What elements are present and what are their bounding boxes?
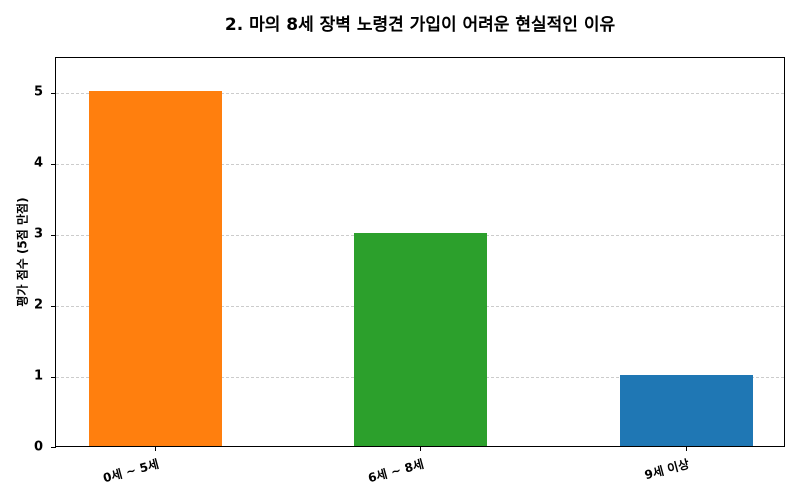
- bar-9-plus: [620, 375, 753, 446]
- y-tick-label: 5: [33, 84, 43, 100]
- chart-title: 2. 마의 8세 장벽 노령견 가입이 어려운 현실적인 이유: [224, 15, 616, 35]
- y-tick-mark: [51, 235, 56, 236]
- x-tick-label: 0세 ~ 5세: [101, 456, 161, 486]
- gridline-5: [56, 93, 784, 94]
- y-tick-label: 1: [33, 368, 43, 384]
- bar-6-8: [354, 233, 487, 446]
- y-tick-mark: [51, 164, 56, 165]
- y-tick-mark: [51, 447, 56, 448]
- y-tick-label: 3: [33, 226, 43, 242]
- y-tick-label: 4: [33, 155, 43, 171]
- x-tick-mark: [686, 446, 687, 451]
- bar-0-5: [89, 91, 222, 446]
- y-tick-label: 2: [33, 297, 43, 313]
- y-tick-mark: [51, 306, 56, 307]
- gridline-4: [56, 164, 784, 165]
- x-tick-mark: [155, 446, 156, 451]
- x-tick-label: 9세 이상: [643, 456, 692, 483]
- y-tick-label: 0: [33, 439, 43, 455]
- x-tick-label: 6세 ~ 8세: [366, 456, 426, 486]
- x-tick-mark: [420, 446, 421, 451]
- plot-area: [51, 57, 785, 451]
- y-tick-mark: [51, 377, 56, 378]
- y-axis-label: 평가 점수 (5점 만점): [15, 197, 30, 307]
- y-tick-mark: [51, 93, 56, 94]
